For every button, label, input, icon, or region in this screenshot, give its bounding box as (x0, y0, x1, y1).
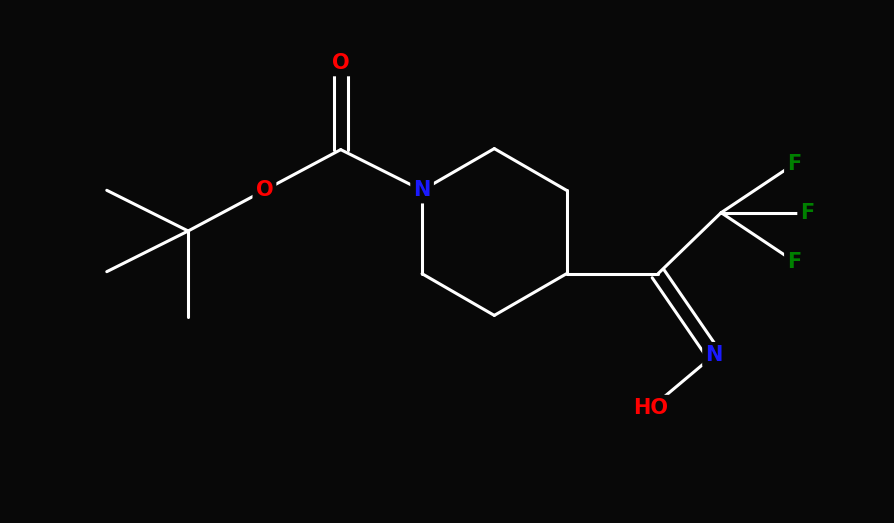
Text: N: N (704, 345, 721, 365)
Text: F: F (799, 203, 814, 223)
Text: N: N (413, 180, 430, 200)
Text: F: F (787, 154, 800, 174)
Text: O: O (332, 53, 350, 73)
Text: O: O (256, 180, 273, 200)
Text: HO: HO (633, 398, 668, 418)
Text: F: F (787, 252, 800, 271)
